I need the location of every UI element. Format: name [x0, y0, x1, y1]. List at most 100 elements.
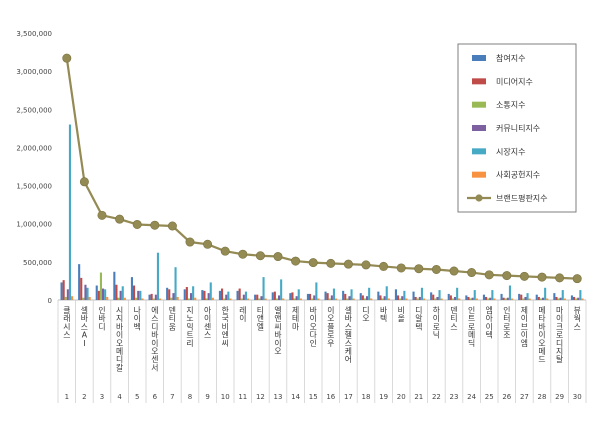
y-tick-label: 1,000,000 [16, 221, 52, 229]
bar [271, 292, 274, 300]
x-rank-label: 17 [344, 393, 353, 401]
bar [262, 277, 265, 300]
bar [88, 296, 91, 300]
bar [291, 292, 294, 300]
x-rank-label: 11 [238, 393, 247, 401]
legend-swatch [472, 101, 486, 108]
bar [236, 290, 239, 300]
x-rank-label: 28 [538, 393, 547, 401]
x-rank-label: 4 [117, 393, 122, 401]
x-rank-label: 22 [432, 393, 441, 401]
line-point [537, 272, 547, 282]
bar [86, 287, 89, 300]
bar [366, 296, 369, 300]
bar [176, 296, 179, 300]
x-rank-label: 15 [309, 393, 318, 401]
bar [346, 298, 349, 300]
bar [434, 298, 437, 300]
x-rank-label: 20 [397, 393, 406, 401]
x-rank-label: 18 [362, 393, 371, 401]
x-rank-label: 13 [274, 393, 283, 401]
x-rank-label: 30 [573, 393, 582, 401]
bar [342, 290, 345, 300]
bar [97, 290, 100, 300]
bar [542, 297, 545, 300]
bar [511, 298, 514, 300]
line-point [502, 271, 512, 281]
bar [363, 298, 366, 300]
line-point [132, 219, 142, 229]
bar [172, 293, 175, 300]
bar [403, 290, 406, 300]
bar [185, 287, 188, 300]
bar [201, 290, 204, 300]
bar [344, 293, 347, 300]
bar [491, 290, 494, 300]
bar [207, 293, 210, 300]
bar [454, 296, 457, 300]
bar [522, 298, 525, 300]
bar [526, 293, 529, 300]
x-rank-label: 19 [379, 393, 388, 401]
x-rank-label: 3 [100, 393, 104, 401]
bar [352, 298, 355, 300]
bar [254, 294, 257, 300]
legend-label: 브랜드평판지수 [496, 193, 548, 203]
bar [209, 282, 212, 300]
line-point [484, 270, 494, 280]
bar [539, 298, 542, 300]
category-labels: 클 래 시 스 1 셀 바 스 A I 2 인 바 디 3 시 지 바 이 오 메 디 칼 4 나 이 벡 5 에 스 디 바 이 오 센 서 6 덴 티 움… [63, 305, 581, 401]
x-rank-label: 25 [485, 393, 494, 401]
bar [187, 298, 190, 300]
bar [60, 282, 63, 300]
line-point [150, 220, 160, 230]
bar [579, 290, 582, 300]
line-point [97, 210, 107, 220]
bar [559, 297, 562, 300]
bar [379, 295, 382, 300]
bar [359, 293, 362, 300]
line-point [115, 214, 125, 224]
y-tick-label: 2,000,000 [16, 144, 52, 152]
bar [332, 288, 335, 300]
bar [575, 298, 578, 300]
bar [493, 298, 496, 300]
x-rank-label: 1 [65, 393, 69, 401]
line-point [467, 268, 477, 278]
bar [430, 292, 433, 300]
bar [275, 298, 278, 300]
bar [581, 298, 584, 300]
legend-label: 미디어지수 [496, 76, 533, 86]
line-point [167, 221, 177, 231]
x-rank-label: 10 [221, 393, 230, 401]
bar [438, 290, 441, 300]
bar [218, 290, 221, 300]
x-rank-label: 7 [170, 393, 174, 401]
y-tick-label: 500,000 [23, 259, 52, 267]
bar [148, 294, 151, 300]
bar [335, 298, 338, 300]
bar [203, 290, 206, 300]
bar [159, 298, 162, 300]
line-point [519, 271, 529, 281]
bar [451, 298, 454, 300]
bar [104, 289, 107, 300]
bar [278, 295, 281, 300]
legend-label: 커뮤니티지수 [496, 123, 540, 133]
line-point [414, 264, 424, 274]
bar [361, 295, 364, 300]
bar [229, 298, 232, 300]
y-tick-label: 3,500,000 [16, 30, 52, 38]
bar [258, 298, 261, 300]
bar [282, 298, 285, 300]
x-rank-label: 5 [135, 393, 139, 401]
bar [561, 290, 564, 300]
